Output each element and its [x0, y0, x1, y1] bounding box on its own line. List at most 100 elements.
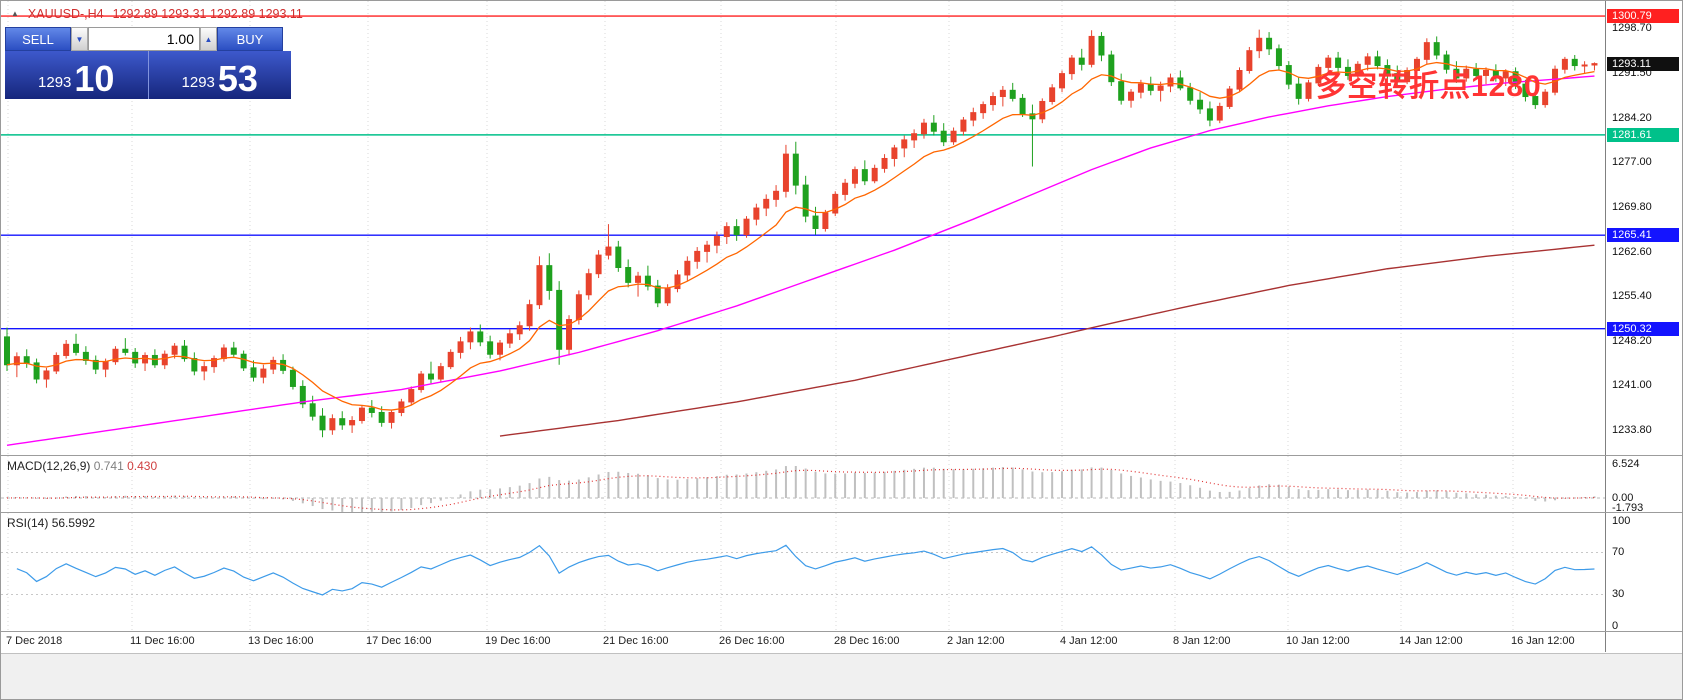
time-axis[interactable]: 7 Dec 2018 11 Dec 16:00 13 Dec 16:00 17 Dec… — [1, 632, 1605, 652]
candle-body — [1522, 83, 1529, 98]
rsi-name: RSI(14) — [7, 516, 49, 530]
macd-histogram-bar — [853, 472, 856, 498]
macd-histogram-bar — [1001, 467, 1004, 498]
macd-histogram-bar — [646, 475, 649, 498]
candle-body — [1167, 77, 1174, 87]
candle-body — [1187, 87, 1194, 101]
time-axis-label: 14 Jan 12:00 — [1399, 635, 1463, 647]
candle-body — [930, 122, 937, 132]
price-tag: 1293.11 — [1607, 56, 1679, 71]
macd-histogram-bar — [1534, 498, 1537, 501]
macd-histogram-bar — [784, 466, 787, 498]
macd-histogram-bar — [745, 473, 748, 498]
slow-ma-line — [499, 244, 1595, 437]
volume-increase-button[interactable]: ▲ — [200, 27, 217, 51]
price-tag: 1300.79 — [1607, 9, 1679, 24]
panel-divider[interactable] — [1, 455, 1682, 456]
macd-histogram-bar — [45, 498, 48, 499]
candle-body — [151, 354, 158, 366]
macd-histogram-bar — [597, 474, 600, 498]
time-axis-label: 10 Jan 12:00 — [1286, 635, 1350, 647]
candle-body — [43, 370, 50, 380]
rsi-panel-canvas[interactable] — [1, 513, 1605, 631]
price-tag: 1281.61 — [1607, 127, 1679, 142]
macd-histogram-bar — [183, 495, 186, 498]
macd-histogram-bar — [1090, 467, 1093, 498]
rsi-indicator-label: RSI(14) 56.5992 — [7, 516, 95, 530]
macd-histogram-bar — [903, 469, 906, 498]
macd-histogram-bar — [1455, 492, 1458, 498]
macd-histogram-bar — [1425, 490, 1428, 498]
price-axis-tick: 1284.20 — [1612, 111, 1652, 124]
macd-histogram-bar — [1031, 471, 1034, 498]
chart-title: ▲ XAUUSD-,H4 1292.89 1293.31 1292.89 129… — [11, 7, 303, 21]
macd-histogram-bar — [1248, 488, 1251, 498]
candle-body — [487, 341, 494, 355]
fast-ma-line — [6, 61, 1595, 411]
candle-body — [1177, 77, 1184, 89]
macd-histogram-bar — [173, 495, 176, 498]
buy-price-display[interactable]: 1293 53 — [149, 51, 292, 99]
macd-name: MACD(12,26,9) — [7, 459, 91, 473]
price-tag: 1250.32 — [1607, 321, 1679, 336]
price-axis-tick: 1262.60 — [1612, 245, 1652, 258]
candle-body — [1029, 113, 1036, 120]
buy-price-main: 1293 — [181, 74, 215, 91]
macd-histogram-bar — [1218, 491, 1221, 498]
sell-price-display[interactable]: 1293 10 — [5, 51, 149, 99]
macd-histogram-bar — [291, 498, 294, 501]
macd-histogram-bar — [1563, 498, 1566, 499]
macd-histogram-bar — [508, 487, 511, 498]
macd-histogram-bar — [15, 497, 18, 498]
macd-histogram-bar — [686, 479, 689, 498]
main-chart-canvas[interactable] — [1, 1, 1605, 455]
macd-histogram-bar — [124, 495, 127, 498]
candle-body — [615, 246, 622, 269]
macd-histogram-bar — [1258, 485, 1261, 498]
macd-histogram-bar — [765, 470, 768, 498]
sell-price-main: 1293 — [38, 74, 72, 91]
macd-histogram-bar — [311, 498, 314, 507]
macd-histogram-bar — [1593, 496, 1596, 498]
macd-histogram-bar — [144, 496, 147, 498]
macd-panel-canvas[interactable] — [1, 456, 1605, 512]
candle-body — [1088, 35, 1095, 65]
macd-histogram-bar — [1524, 498, 1527, 499]
macd-histogram-bar — [715, 476, 718, 498]
macd-histogram-bar — [410, 498, 413, 508]
macd-histogram-bar — [548, 476, 551, 498]
macd-histogram-bar — [568, 480, 571, 498]
macd-histogram-bar — [538, 478, 541, 498]
macd-histogram-bar — [341, 498, 344, 512]
sell-button[interactable]: SELL — [5, 27, 71, 51]
macd-indicator-label: MACD(12,26,9) 0.741 0.430 — [7, 459, 157, 473]
volume-input[interactable] — [88, 27, 200, 51]
volume-decrease-button[interactable]: ▼ — [71, 27, 88, 51]
candle-body — [763, 198, 770, 209]
rsi-line — [16, 544, 1595, 596]
candle-body — [802, 184, 809, 217]
macd-histogram-bar — [1287, 486, 1290, 498]
candle-body — [1433, 42, 1440, 56]
macd-histogram-bar — [577, 479, 580, 498]
macd-histogram-bar — [1494, 495, 1497, 498]
macd-histogram-bar — [1514, 497, 1517, 498]
price-tag: 1265.41 — [1607, 228, 1679, 243]
candle-body — [684, 260, 691, 276]
candle-body — [1502, 71, 1509, 79]
buy-button[interactable]: BUY — [217, 27, 283, 51]
candle-body — [566, 319, 573, 350]
price-axis[interactable]: 1298.70 1291.50 1284.20 1277.00 1269.80 1262.… — [1605, 1, 1682, 652]
macd-histogram-bar — [1337, 489, 1340, 498]
candle-body — [773, 190, 780, 200]
candle-body — [1246, 50, 1253, 72]
candle-body — [132, 351, 139, 364]
price-axis-tick: 1269.80 — [1612, 201, 1652, 214]
time-axis-label: 21 Dec 16:00 — [603, 635, 669, 647]
panel-divider[interactable] — [1, 512, 1682, 513]
time-axis-label: 19 Dec 16:00 — [485, 635, 551, 647]
candle-body — [753, 207, 760, 220]
macd-histogram-bar — [1327, 489, 1330, 498]
candle-body — [1019, 97, 1026, 115]
panel-divider — [1, 631, 1682, 632]
